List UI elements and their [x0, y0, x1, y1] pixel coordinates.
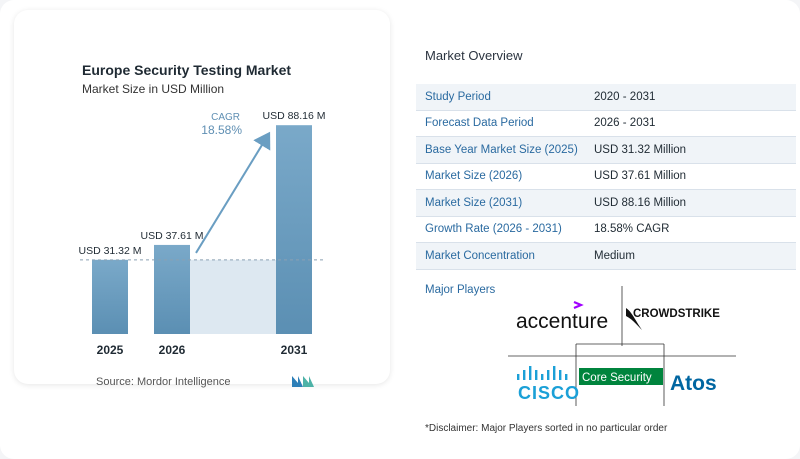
overview-row: Market Size (2026) USD 37.61 Million [416, 164, 796, 190]
overview-table: Study Period 2020 - 2031 Forecast Data P… [416, 84, 796, 270]
chart-title: Europe Security Testing Market [82, 62, 292, 78]
major-players-logos: accenture CROWDSTRIKE CISCO Core Securit [508, 286, 736, 406]
row-label: Base Year Market Size (2025) [425, 143, 578, 156]
overview-row: Market Concentration Medium [416, 243, 796, 270]
bar-2031 [276, 125, 312, 334]
cagr-arrow [195, 131, 271, 254]
row-value: USD 31.32 Million [594, 143, 687, 156]
tick-label-2026: 2026 [159, 343, 186, 357]
row-label: Study Period [425, 90, 491, 103]
overview-row: Forecast Data Period 2026 - 2031 [416, 111, 796, 137]
cagr-value: 18.58% [201, 123, 242, 137]
row-value: USD 88.16 Million [594, 196, 687, 209]
atos-logo: Atos [670, 372, 717, 395]
row-value: USD 37.61 Million [594, 170, 687, 183]
chart-card: Europe Security Testing Market Market Si… [14, 10, 390, 388]
overview-row: Market Size (2031) USD 88.16 Million [416, 190, 796, 217]
chart-subtitle: Market Size in USD Million [82, 82, 225, 96]
tick-label-2031: 2031 [281, 343, 308, 357]
atos-logo-text: Atos [670, 372, 717, 395]
growth-shade [190, 259, 276, 334]
row-label: Market Size (2026) [425, 170, 523, 183]
overview-title: Market Overview [425, 48, 523, 63]
row-value: 18.58% CAGR [594, 223, 670, 236]
cisco-logo-text: CISCO [518, 383, 580, 403]
data-label-2031: USD 88.16 M [262, 110, 325, 122]
accenture-logo-text: accenture [516, 310, 608, 333]
row-label: Forecast Data Period [425, 117, 534, 130]
cagr-label: CAGR [211, 112, 240, 123]
bar-2025 [92, 259, 128, 334]
row-value: 2026 - 2031 [594, 117, 656, 130]
bar-2026 [154, 244, 190, 334]
major-players-label: Major Players [425, 284, 496, 296]
overview-row: Base Year Market Size (2025) USD 31.32 M… [416, 137, 796, 164]
row-value: 2020 - 2031 [594, 90, 656, 103]
core-security-logo: Core Security [579, 368, 663, 385]
overview-row: Study Period 2020 - 2031 [416, 84, 796, 111]
crowdstrike-logo: CROWDSTRIKE [626, 308, 720, 330]
mordor-intelligence-logo [292, 376, 314, 387]
cisco-logo: CISCO [517, 366, 580, 403]
row-label: Market Size (2031) [425, 196, 523, 209]
row-label: Market Concentration [425, 249, 535, 262]
data-label-2026: USD 37.61 M [140, 230, 203, 242]
tick-label-2025: 2025 [97, 343, 124, 357]
data-label-2025: USD 31.32 M [78, 245, 141, 257]
overview-row: Growth Rate (2026 - 2031) 18.58% CAGR [416, 217, 796, 243]
source-text: Source: Mordor Intelligence [96, 376, 231, 388]
bar-chart: USD 31.32 M 2025 USD 37.61 M 2026 USD 88.16 … [78, 110, 325, 357]
core-security-logo-text: Core Security [582, 372, 652, 384]
crowdstrike-logo-text: CROWDSTRIKE [633, 308, 720, 320]
row-value: Medium [594, 249, 635, 262]
row-label: Growth Rate (2026 - 2031) [425, 223, 562, 236]
accenture-logo: accenture [516, 300, 608, 333]
disclaimer: *Disclaimer: Major Players sorted in no … [425, 423, 668, 434]
